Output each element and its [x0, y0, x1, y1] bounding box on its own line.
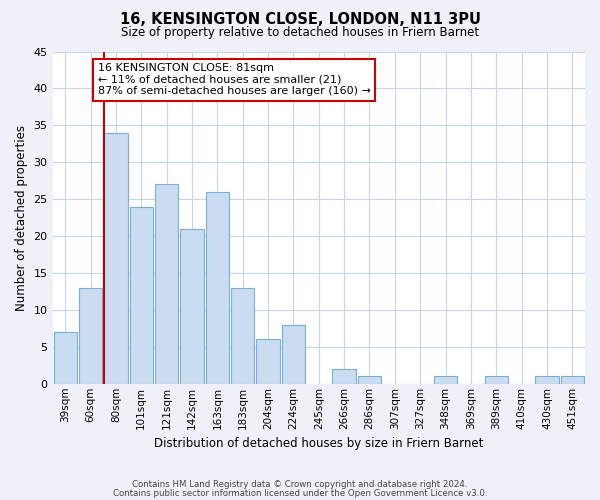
Bar: [535, 376, 559, 384]
Bar: [485, 376, 508, 384]
Text: Contains public sector information licensed under the Open Government Licence v3: Contains public sector information licen…: [113, 490, 487, 498]
Text: Size of property relative to detached houses in Friern Barnet: Size of property relative to detached ho…: [121, 26, 479, 39]
Text: Contains HM Land Registry data © Crown copyright and database right 2024.: Contains HM Land Registry data © Crown c…: [132, 480, 468, 489]
Bar: [155, 184, 178, 384]
Bar: [104, 132, 128, 384]
Text: 16 KENSINGTON CLOSE: 81sqm
← 11% of detached houses are smaller (21)
87% of semi: 16 KENSINGTON CLOSE: 81sqm ← 11% of deta…: [98, 63, 371, 96]
Bar: [206, 192, 229, 384]
Y-axis label: Number of detached properties: Number of detached properties: [15, 124, 28, 310]
Bar: [282, 324, 305, 384]
Bar: [560, 376, 584, 384]
Bar: [79, 288, 102, 384]
Bar: [332, 369, 356, 384]
X-axis label: Distribution of detached houses by size in Friern Barnet: Distribution of detached houses by size …: [154, 437, 484, 450]
Bar: [358, 376, 381, 384]
Bar: [231, 288, 254, 384]
Bar: [53, 332, 77, 384]
Bar: [434, 376, 457, 384]
Bar: [256, 340, 280, 384]
Bar: [181, 228, 203, 384]
Text: 16, KENSINGTON CLOSE, LONDON, N11 3PU: 16, KENSINGTON CLOSE, LONDON, N11 3PU: [119, 12, 481, 28]
Bar: [130, 206, 153, 384]
